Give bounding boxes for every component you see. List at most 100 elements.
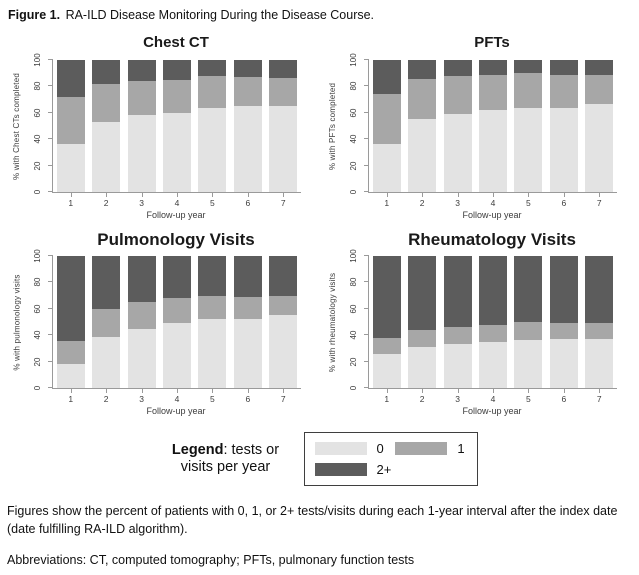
legend-label-bold: Legend [171, 441, 224, 458]
x-axis-title: Follow-up year [462, 210, 522, 220]
y-tick-mark [364, 138, 369, 140]
legend-row: Legend: tests or visits per year 0 1 2+ [0, 432, 639, 486]
y-tick-label: 20 [349, 161, 358, 171]
bar-segment-2+ [479, 256, 507, 325]
bar-segment-0 [372, 144, 401, 192]
x-tick-label: 6 [561, 198, 567, 208]
bar-segment-0 [549, 107, 578, 192]
bar-segment-2+ [514, 60, 543, 74]
bar-segment-2+ [269, 60, 298, 79]
legend-swatch [395, 442, 448, 455]
bar-segment-0 [408, 347, 437, 388]
x-tick-mark [563, 192, 565, 197]
y-tick-label: 40 [349, 134, 358, 144]
y-tick-mark [48, 191, 53, 192]
bar-segment-1 [198, 295, 227, 320]
bar-segment-0 [443, 344, 472, 388]
bar-segment-0 [163, 112, 191, 192]
chart-title: Rheumatology Visits [408, 230, 576, 249]
bar-segment-1 [585, 323, 614, 340]
x-tick-mark [106, 192, 108, 197]
stacked-bar-year-7 [269, 60, 298, 192]
x-tick-mark [212, 192, 214, 197]
bar-segment-1 [92, 83, 121, 123]
y-tick-mark [48, 255, 53, 256]
y-tick-mark [48, 334, 53, 336]
y-tick-label: 60 [33, 304, 42, 314]
chart-title: PFTs [474, 34, 510, 51]
stacked-bar-year-6 [549, 60, 578, 192]
chart-chest-ct: Chest CT % with Chest CTs completed 0 20 4… [6, 34, 322, 224]
abbreviations-note: Abbreviations: CT, computed tomography; … [7, 553, 415, 568]
bar-segment-0 [585, 103, 614, 192]
bar-segment-1 [163, 298, 191, 324]
bar-segment-2+ [585, 256, 614, 324]
x-tick-label: 3 [455, 198, 460, 208]
x-tick-mark [599, 192, 601, 197]
y-tick-label: 60 [349, 108, 358, 118]
bar-segment-0 [56, 364, 85, 388]
y-tick-mark [48, 387, 53, 388]
stacked-bar-year-7 [585, 60, 614, 192]
bar-segment-2+ [443, 256, 472, 328]
bar-segment-0 [127, 328, 156, 388]
bar-segment-2+ [198, 256, 227, 296]
charts-grid: Chest CT % with Chest CTs completed 0 20 4… [0, 34, 639, 420]
bar-segment-2+ [372, 256, 401, 338]
legend-entry-2+: 2+ [314, 462, 392, 477]
bar-segment-2+ [372, 60, 401, 95]
x-tick-mark [247, 192, 249, 197]
x-tick-label: 1 [68, 394, 74, 404]
stacked-bar-year-7 [585, 256, 614, 388]
bar-segment-0 [269, 106, 298, 192]
bar-segment-0 [233, 319, 262, 388]
chart-pulmonology-visits: Pulmonology Visits % with pulmonology vi… [6, 230, 322, 420]
x-tick-label: 4 [174, 394, 180, 404]
x-tick-mark [141, 388, 143, 393]
bar-segment-1 [479, 324, 507, 342]
plot-area: % with Chest CTs completed 0 20 40 60 80 100 1… [13, 53, 301, 208]
legend-entry-label: 1 [457, 441, 465, 456]
y-tick-label: 80 [33, 277, 42, 287]
bar-segment-1 [92, 308, 121, 337]
stacked-bar-year-3 [443, 256, 472, 388]
bar-segment-1 [56, 96, 85, 145]
y-tick-label: 20 [33, 161, 42, 171]
y-tick-mark [48, 85, 53, 87]
bar-segment-2+ [92, 256, 121, 309]
x-tick-mark [457, 388, 459, 393]
stacked-bar-year-2 [408, 60, 437, 192]
bar-segment-2+ [514, 256, 543, 323]
bar-segment-0 [408, 119, 437, 192]
y-tick-label: 100 [33, 249, 42, 263]
y-tick-mark [364, 191, 369, 192]
y-tick-label: 40 [349, 330, 358, 340]
x-tick-label: 5 [526, 198, 531, 208]
y-tick-label: 80 [33, 81, 42, 91]
y-tick-mark [364, 281, 369, 283]
x-tick-label: 7 [596, 198, 602, 208]
y-tick-mark [364, 387, 369, 388]
x-axis-title: Follow-up year [462, 406, 522, 416]
y-tick-label: 0 [349, 385, 358, 391]
y-tick-label: 80 [349, 81, 358, 91]
x-tick-label: 4 [490, 394, 496, 404]
bar-segment-1 [549, 74, 578, 108]
bar-segment-2+ [127, 60, 156, 82]
bar-segment-0 [549, 339, 578, 388]
legend-label-rest: : tests or visits per year [180, 441, 280, 475]
stacked-bar-year-3 [443, 60, 472, 192]
bar-segment-2+ [163, 256, 191, 299]
stacked-bar-year-7 [269, 256, 298, 388]
stacked-bar-year-5 [198, 60, 227, 192]
stacked-bar-year-4 [163, 60, 191, 192]
x-tick-label: 7 [280, 198, 286, 208]
x-axis-title: Follow-up year [146, 406, 206, 416]
legend-entry-label: 2+ [376, 462, 392, 477]
stacked-bar-year-4 [163, 256, 191, 388]
stacked-bar-year-1 [372, 256, 401, 388]
x-tick-label: 2 [419, 394, 425, 404]
bar-segment-2+ [549, 60, 578, 75]
bar-segment-0 [233, 106, 262, 192]
y-tick-label: 60 [33, 108, 42, 118]
